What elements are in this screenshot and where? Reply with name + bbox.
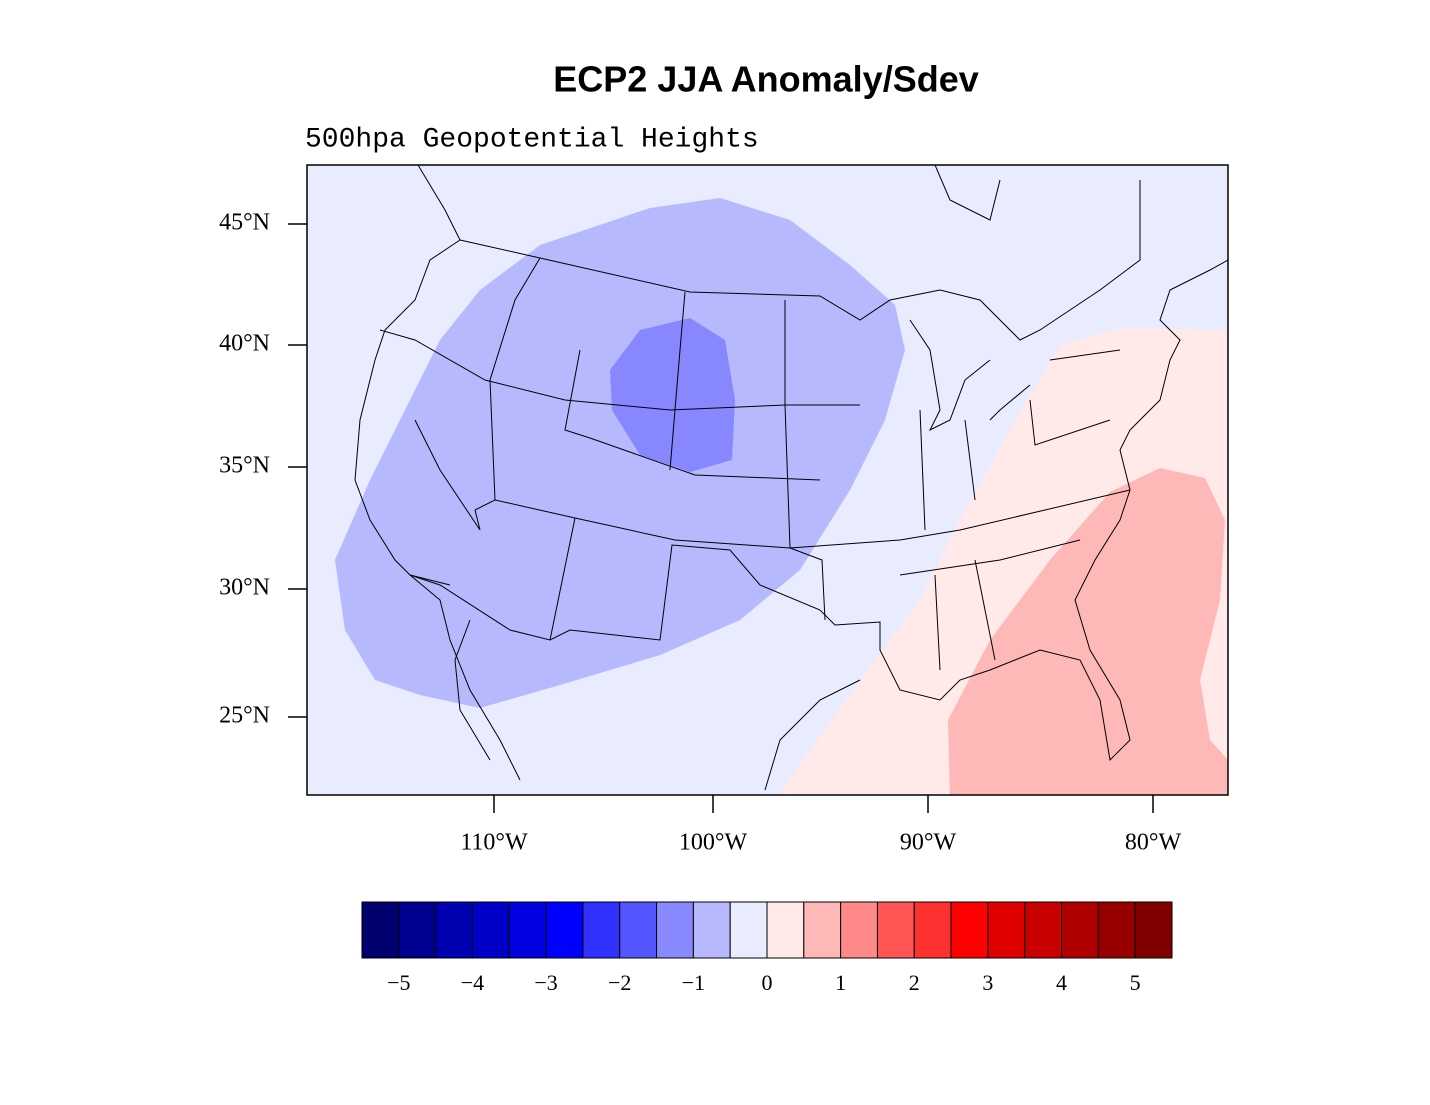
lon-label: 110°W xyxy=(460,830,528,856)
state-borders xyxy=(379,257,1131,671)
colorbar-label: 0 xyxy=(762,970,773,995)
map-area xyxy=(307,165,1228,795)
colorbar-box xyxy=(766,901,805,959)
colorbar-label: 3 xyxy=(982,970,993,995)
colorbar-label: −5 xyxy=(387,970,410,995)
lat-label: 40°N xyxy=(219,331,270,357)
lat-label: 25°N xyxy=(219,703,270,729)
colorbar-label: 4 xyxy=(1056,970,1067,995)
lon-label: 100°W xyxy=(679,830,748,856)
lat-label: 45°N xyxy=(219,210,270,236)
colorbar-box xyxy=(508,901,547,959)
map-frame xyxy=(306,164,1229,796)
colorbar-box xyxy=(1024,901,1063,959)
colorbar-box xyxy=(582,901,621,959)
colorbar-label: 1 xyxy=(835,970,846,995)
colorbar-label: −2 xyxy=(608,970,631,995)
colorbar-box xyxy=(435,901,473,959)
colorbar-label: 2 xyxy=(909,970,920,995)
colorbar-box xyxy=(729,901,768,959)
colorbar-box xyxy=(361,901,400,959)
colorbar-label: −3 xyxy=(534,970,557,995)
colorbar-label: −1 xyxy=(682,970,705,995)
colorbar-box xyxy=(656,901,694,959)
lat-label: 30°N xyxy=(219,575,270,601)
colorbar: −5 −4 −3 −2 −1 0 1 2 3 4 5 xyxy=(361,901,1173,995)
subtitle: 500hpa Geopotential Heights xyxy=(305,124,759,155)
colorbar-label: −4 xyxy=(461,970,484,995)
strong-negative-anomaly xyxy=(610,318,735,472)
coastlines xyxy=(354,165,1228,791)
colorbar-box xyxy=(398,901,437,959)
lon-label: 90°W xyxy=(900,830,957,856)
colorbar-box xyxy=(1097,901,1136,959)
axes: 45°N 40°N 35°N 30°N 25°N 110°W 100°W 90°W 80°W xyxy=(219,210,1181,856)
negative-anomaly xyxy=(335,198,905,708)
colorbar-box xyxy=(619,901,658,959)
colorbar-box xyxy=(1061,901,1099,959)
colorbar-box xyxy=(803,901,842,959)
colorbar-box xyxy=(950,901,989,959)
colorbar-box xyxy=(1134,901,1173,959)
lon-label: 80°W xyxy=(1125,830,1182,856)
colorbar-label: 5 xyxy=(1130,970,1141,995)
lat-label: 35°N xyxy=(219,453,270,479)
colorbar-box xyxy=(913,901,952,959)
title: ECP2 JJA Anomaly/Sdev xyxy=(553,59,979,100)
colorbar-box xyxy=(840,901,878,959)
colorbar-box xyxy=(692,901,731,959)
colorbar-box xyxy=(471,901,510,959)
colorbar-box xyxy=(545,901,584,959)
colorbar-box xyxy=(987,901,1026,959)
strong-positive-anomaly xyxy=(948,468,1228,795)
colorbar-box xyxy=(876,901,915,959)
